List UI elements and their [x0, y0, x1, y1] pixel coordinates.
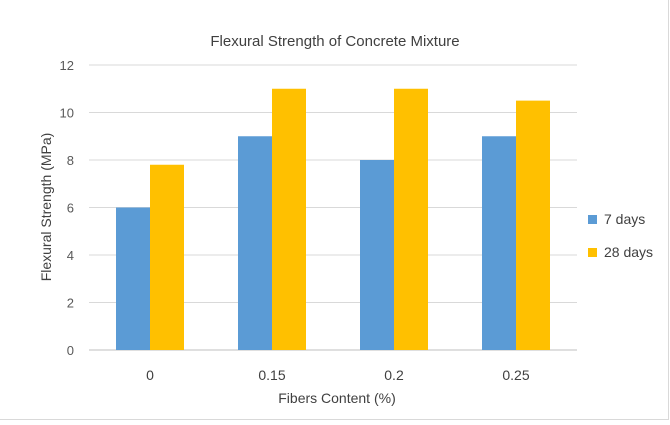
x-tick-label: 0.2	[384, 367, 404, 383]
x-tick-label: 0.15	[258, 367, 285, 383]
legend-item-28-days: 28 days	[588, 240, 653, 264]
bar-28-days-0.25	[516, 100, 550, 350]
y-tick-label: 12	[60, 58, 74, 73]
y-tick-label: 6	[67, 201, 74, 216]
y-tick-label: 2	[67, 296, 74, 311]
x-axis-ticks: 0 0.15 0.2 0.25	[146, 367, 530, 383]
y-tick-label: 10	[60, 106, 74, 121]
bar-28-days-0	[150, 164, 184, 350]
y-tick-label: 8	[67, 153, 74, 168]
bar-7-days-0.2	[360, 160, 394, 350]
legend: 7 days 28 days	[588, 207, 653, 273]
chart-title: Flexural Strength of Concrete Mixture	[210, 33, 459, 50]
y-tick-label: 4	[67, 248, 74, 263]
y-axis-ticks: 0 2 4 6 8 10 12	[60, 58, 74, 358]
bar-7-days-0	[116, 207, 150, 350]
bar-7-days-0.25	[482, 136, 516, 350]
bars	[116, 88, 550, 350]
legend-label-28-days: 28 days	[604, 244, 654, 260]
bar-28-days-0.15	[272, 88, 306, 350]
bar-28-days-0.2	[394, 88, 428, 350]
legend-label-7-days: 7 days	[604, 211, 646, 227]
x-axis-title: Fibers Content (%)	[278, 390, 395, 406]
y-axis-title: Flexural Strength (MPa)	[38, 133, 54, 282]
x-tick-label: 0	[146, 367, 154, 383]
y-tick-label: 0	[67, 343, 74, 358]
bar-7-days-0.15	[238, 136, 272, 350]
legend-item-7-days: 7 days	[588, 207, 653, 231]
legend-swatch-28-days	[588, 247, 597, 257]
legend-swatch-7-days	[588, 214, 597, 224]
x-tick-label: 0.25	[502, 367, 529, 383]
